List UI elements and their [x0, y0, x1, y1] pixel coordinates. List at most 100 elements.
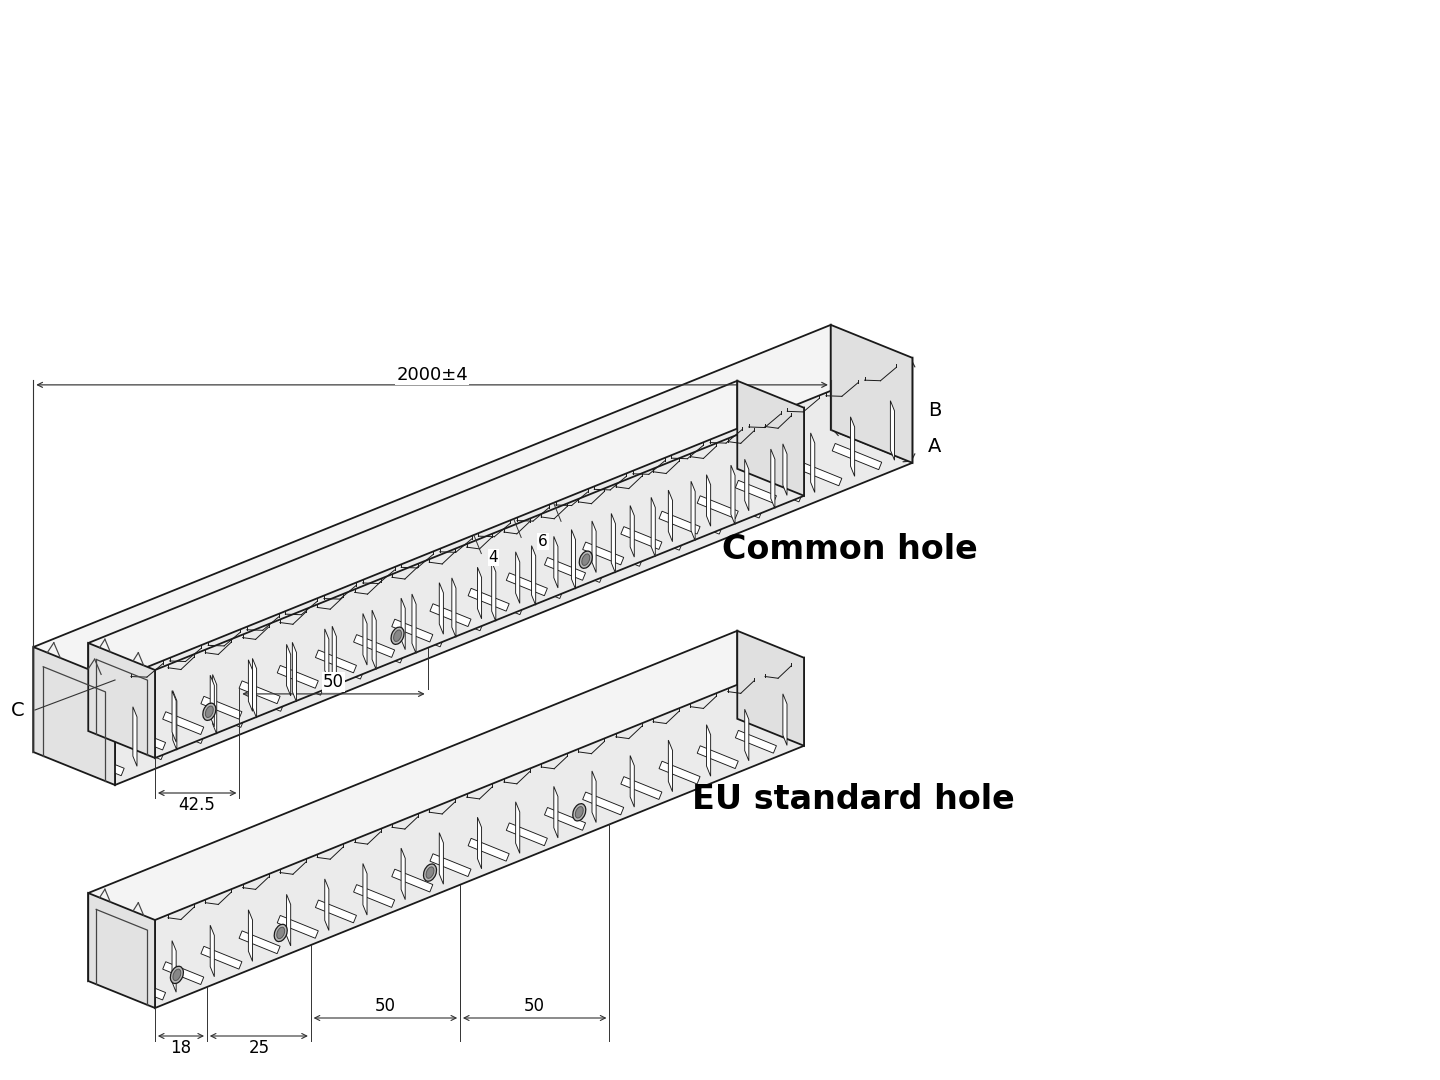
Polygon shape [851, 417, 854, 476]
Polygon shape [672, 508, 723, 535]
Polygon shape [516, 801, 520, 853]
Text: 50: 50 [323, 673, 344, 691]
Polygon shape [33, 647, 115, 785]
Polygon shape [287, 645, 291, 696]
Polygon shape [325, 629, 328, 680]
Polygon shape [115, 733, 164, 759]
Polygon shape [88, 643, 156, 758]
Polygon shape [402, 848, 405, 900]
Polygon shape [592, 771, 596, 823]
Polygon shape [478, 567, 481, 619]
Ellipse shape [393, 630, 402, 642]
Ellipse shape [423, 864, 436, 881]
Polygon shape [468, 589, 510, 611]
Polygon shape [124, 727, 166, 750]
Polygon shape [478, 818, 481, 868]
Polygon shape [88, 893, 156, 1008]
Polygon shape [431, 604, 471, 626]
Polygon shape [115, 357, 913, 785]
Polygon shape [507, 572, 547, 596]
Polygon shape [252, 659, 256, 718]
Polygon shape [572, 529, 576, 589]
Polygon shape [792, 460, 842, 486]
Polygon shape [513, 572, 563, 598]
Text: 50: 50 [374, 997, 396, 1015]
Text: 4: 4 [488, 550, 498, 565]
Polygon shape [736, 730, 776, 753]
Polygon shape [474, 589, 523, 615]
Polygon shape [248, 660, 252, 712]
Polygon shape [213, 675, 217, 734]
Polygon shape [393, 621, 444, 647]
Text: 25: 25 [248, 1039, 269, 1057]
Polygon shape [783, 444, 788, 496]
Polygon shape [621, 527, 662, 550]
Polygon shape [660, 511, 700, 534]
Polygon shape [75, 750, 124, 775]
Ellipse shape [576, 807, 583, 818]
Polygon shape [531, 545, 536, 605]
Ellipse shape [274, 924, 287, 942]
Polygon shape [732, 465, 734, 525]
Polygon shape [163, 961, 203, 985]
Polygon shape [890, 401, 894, 460]
Text: C: C [12, 701, 24, 719]
Text: 50: 50 [524, 997, 546, 1015]
Polygon shape [354, 885, 395, 907]
Polygon shape [314, 652, 363, 679]
Polygon shape [660, 761, 700, 784]
Polygon shape [832, 444, 881, 470]
Ellipse shape [276, 928, 285, 939]
Polygon shape [554, 537, 557, 588]
Polygon shape [753, 475, 802, 502]
Polygon shape [516, 552, 520, 604]
Polygon shape [737, 631, 804, 746]
Polygon shape [171, 941, 176, 993]
Polygon shape [88, 631, 737, 981]
Polygon shape [325, 879, 328, 931]
Polygon shape [248, 909, 252, 961]
Polygon shape [631, 756, 634, 807]
Text: 2000±4: 2000±4 [396, 366, 468, 383]
Text: EU standard hole: EU standard hole [691, 783, 1015, 816]
Polygon shape [612, 513, 615, 573]
Polygon shape [392, 869, 433, 892]
Polygon shape [392, 619, 433, 642]
Polygon shape [691, 482, 696, 541]
Polygon shape [631, 505, 634, 557]
Polygon shape [583, 792, 624, 814]
Polygon shape [433, 605, 482, 631]
Polygon shape [468, 838, 510, 861]
Ellipse shape [579, 551, 592, 568]
Polygon shape [713, 491, 762, 518]
Polygon shape [507, 823, 547, 846]
Polygon shape [783, 693, 788, 745]
Polygon shape [439, 833, 444, 885]
Polygon shape [744, 710, 749, 760]
Text: 18: 18 [170, 1039, 192, 1057]
Polygon shape [315, 900, 357, 922]
Polygon shape [173, 690, 177, 751]
Ellipse shape [206, 706, 213, 717]
Polygon shape [412, 594, 416, 653]
Text: Common hole: Common hole [721, 534, 978, 566]
Polygon shape [202, 946, 242, 969]
Polygon shape [553, 556, 602, 582]
Polygon shape [402, 598, 405, 650]
Polygon shape [210, 675, 215, 727]
Polygon shape [278, 916, 318, 939]
Ellipse shape [173, 969, 181, 981]
Ellipse shape [426, 867, 433, 878]
Polygon shape [668, 740, 672, 792]
Polygon shape [831, 325, 913, 463]
Polygon shape [274, 669, 324, 696]
Ellipse shape [392, 627, 405, 645]
Polygon shape [707, 475, 711, 526]
Polygon shape [811, 433, 815, 492]
Polygon shape [744, 459, 749, 511]
Ellipse shape [573, 804, 586, 821]
Polygon shape [668, 490, 672, 542]
Polygon shape [737, 381, 804, 496]
Text: 6: 6 [539, 534, 549, 549]
Polygon shape [491, 562, 495, 621]
